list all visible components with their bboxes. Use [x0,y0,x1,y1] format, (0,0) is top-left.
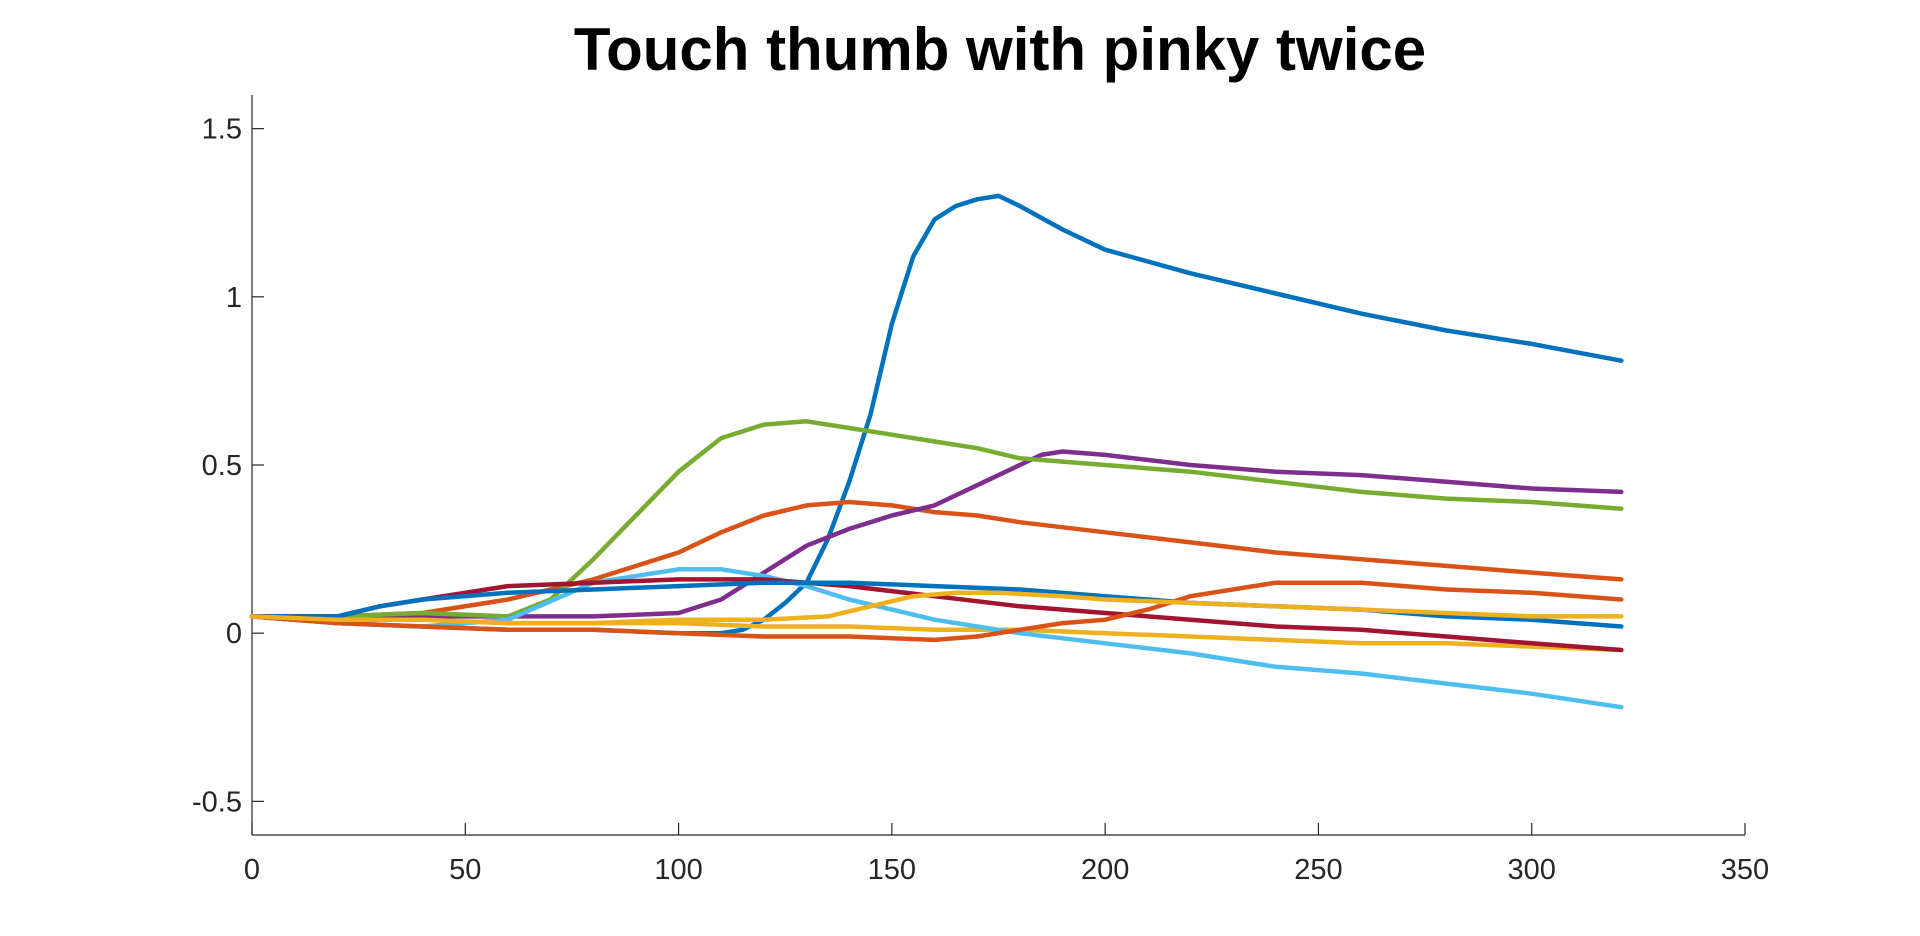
y-tick-label: 0.5 [202,450,242,482]
series-line-1 [249,193,1624,636]
y-tick-label: 1 [226,282,242,314]
x-tick-label: 300 [1508,854,1556,886]
y-ticks: -0.5 0 0.5 1 1.5 [192,114,264,818]
x-ticks: 0 50 100 150 200 250 300 350 [244,823,1769,886]
chart-title: Touch thumb with pinky twice [574,16,1426,83]
axes [251,95,1745,836]
series-line-10 [249,590,1624,626]
series-layer [249,193,1624,710]
y-tick-label: 1.5 [202,114,242,146]
x-tick-label: 100 [654,854,702,886]
series-line-4 [249,449,1624,619]
x-tick-label: 200 [1081,854,1129,886]
y-tick-label: -0.5 [192,786,242,818]
x-tick-label: 50 [449,854,481,886]
series-line-9 [249,580,1624,643]
y-tick-label: 0 [226,618,242,650]
x-tick-label: 0 [244,854,260,886]
x-tick-label: 350 [1721,854,1769,886]
x-tick-label: 150 [868,854,916,886]
x-tick-label: 250 [1294,854,1342,886]
series-line-2 [249,499,1624,619]
